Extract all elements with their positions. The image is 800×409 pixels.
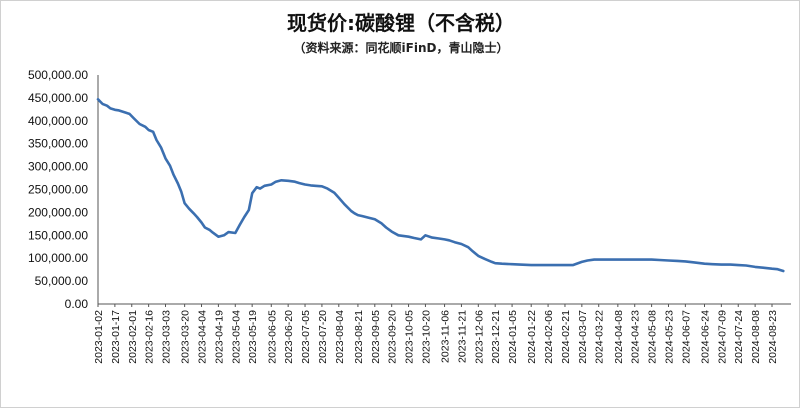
x-tick-label: 2024-08-23 (767, 310, 779, 364)
x-tick-label: 2023-04-19 (213, 310, 225, 364)
x-tick-label: 2024-01-22 (526, 310, 538, 364)
price-series-line (96, 98, 785, 273)
x-tick-label: 2024-01-05 (507, 310, 519, 364)
x-tick-label: 2023-04-04 (197, 310, 209, 364)
chart-subtitle: （资料来源：同花顺iFinD，青山隐士） (293, 41, 509, 55)
y-tick-label: 450,000.00 (28, 91, 88, 105)
x-tick-label: 2023-09-20 (387, 310, 399, 364)
y-tick-label: 350,000.00 (28, 137, 88, 151)
x-tick-label: 2024-06-24 (699, 310, 711, 364)
x-tick-label: 2023-06-20 (283, 310, 295, 364)
y-tick-label: 250,000.00 (28, 183, 88, 197)
x-tick-label: 2024-02-06 (543, 310, 555, 364)
x-tick-label: 2023-07-20 (317, 310, 329, 364)
x-tick-label: 2024-07-09 (716, 310, 728, 364)
x-tick-label: 2023-08-21 (353, 310, 365, 364)
y-tick-label: 300,000.00 (28, 160, 88, 174)
x-tick-label: 2023-05-19 (247, 310, 259, 364)
y-tick-label: 500,000.00 (28, 68, 88, 82)
x-tick-label: 2023-06-05 (266, 310, 278, 364)
chart-title: 现货价:碳酸锂（不含税） (287, 11, 515, 35)
y-tick-label: 50,000.00 (35, 274, 89, 288)
x-tick-label: 2024-03-22 (594, 310, 606, 364)
x-tick-label: 2023-02-01 (127, 310, 139, 364)
x-tick-label: 2024-04-23 (630, 310, 642, 364)
x-tick-label: 2023-12-06 (473, 310, 485, 364)
x-tick-label: 2024-03-07 (577, 310, 589, 364)
x-tick-label: 2023-09-05 (370, 310, 382, 364)
x-tick-label: 2023-07-05 (300, 310, 312, 364)
x-tick-label: 2023-01-02 (93, 310, 105, 364)
x-tick-label: 2024-05-23 (663, 310, 675, 364)
x-tick-label: 2024-06-07 (680, 310, 692, 364)
x-tick-label: 2023-12-21 (490, 310, 502, 364)
x-tick-label: 2023-11-21 (456, 310, 468, 363)
x-tick-label: 2023-10-05 (404, 310, 416, 364)
x-tick-label: 2024-07-24 (733, 310, 745, 364)
x-tick-label: 2023-03-03 (161, 310, 173, 364)
y-tick-label: 200,000.00 (28, 205, 88, 219)
x-tick-label: 2023-05-04 (230, 310, 242, 364)
y-tick-label: 100,000.00 (28, 251, 88, 265)
x-tick-label: 2023-01-17 (110, 310, 122, 364)
x-tick-label: 2023-08-04 (334, 310, 346, 364)
y-tick-label: 150,000.00 (28, 228, 88, 242)
x-tick-label: 2023-10-20 (420, 310, 432, 364)
x-tick-label: 2024-02-21 (560, 310, 572, 364)
x-tick-label: 2024-08-08 (750, 310, 762, 364)
x-tick-label: 2023-02-16 (144, 310, 156, 364)
x-tick-label: 2024-04-08 (613, 310, 625, 364)
y-tick-label: 400,000.00 (28, 114, 88, 128)
x-tick-label: 2023-11-06 (440, 310, 452, 363)
x-tick-label: 2023-03-20 (180, 310, 192, 364)
x-tick-label: 2024-05-08 (647, 310, 659, 364)
y-tick-label: 0.00 (65, 297, 89, 311)
